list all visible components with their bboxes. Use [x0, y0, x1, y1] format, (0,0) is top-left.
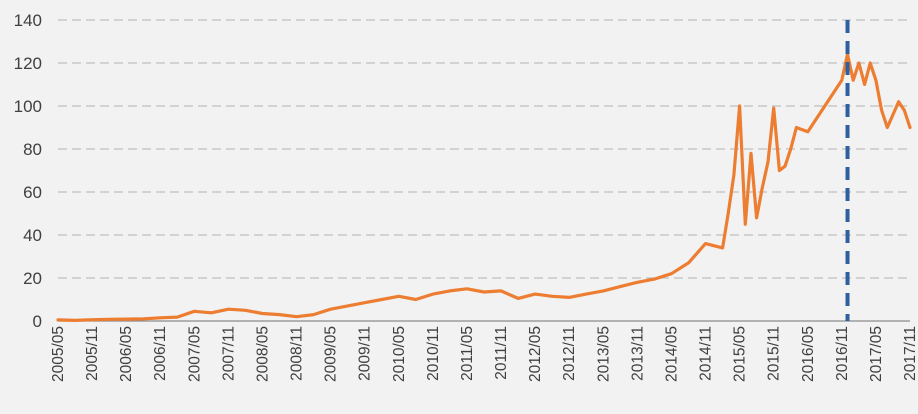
x-tick-label: 2008/11 — [289, 326, 306, 381]
y-tick-label: 140 — [14, 11, 42, 30]
x-tick-label: 2016/05 — [800, 326, 817, 382]
x-tick-label: 2016/11 — [834, 326, 851, 381]
y-tick-label: 60 — [23, 183, 42, 202]
y-tick-label: 100 — [14, 97, 42, 116]
y-axis-ticks: 0 20 40 60 80 100 120 140 — [14, 11, 42, 331]
x-tick-label: 2007/05 — [186, 326, 203, 382]
x-tick-label: 2014/05 — [663, 326, 680, 382]
x-tick-label: 2006/11 — [152, 326, 169, 381]
x-tick-label: 2008/05 — [254, 326, 271, 382]
x-tick-label: 2009/05 — [323, 326, 340, 382]
x-tick-label: 2011/11 — [493, 326, 510, 380]
x-tick-label: 2015/11 — [766, 326, 783, 381]
x-tick-label: 2015/05 — [732, 326, 749, 382]
x-tick-label: 2017/11 — [902, 326, 918, 381]
y-tick-label: 40 — [23, 226, 42, 245]
x-tick-label: 2013/05 — [595, 326, 612, 382]
y-tick-label: 20 — [23, 269, 42, 288]
x-tick-label: 2011/05 — [459, 326, 476, 381]
x-tick-label: 2012/05 — [527, 326, 544, 382]
y-tick-label: 120 — [14, 54, 42, 73]
x-tick-label: 2006/05 — [118, 326, 135, 382]
y-tick-label: 0 — [33, 312, 42, 331]
x-tick-label: 2014/11 — [698, 326, 715, 381]
x-tick-label: 2010/11 — [425, 326, 442, 381]
x-axis-ticks: 2005/05 2005/11 2006/05 2006/11 2007/05 2007/… — [50, 326, 918, 382]
y-tick-label: 80 — [23, 140, 42, 159]
gridlines — [58, 19, 910, 279]
x-tick-label: 2007/11 — [220, 326, 237, 381]
x-tick-label: 2017/05 — [868, 326, 885, 382]
series-layer — [56, 52, 912, 322]
x-tick-label: 2010/05 — [391, 326, 408, 382]
x-tick-label: 2005/05 — [50, 326, 67, 382]
x-tick-label: 2005/11 — [84, 326, 101, 381]
x-tick-label: 2013/11 — [629, 326, 646, 381]
x-tick-label: 2012/11 — [561, 326, 578, 381]
series-line — [56, 52, 912, 322]
x-tick-label: 2009/11 — [357, 326, 374, 381]
